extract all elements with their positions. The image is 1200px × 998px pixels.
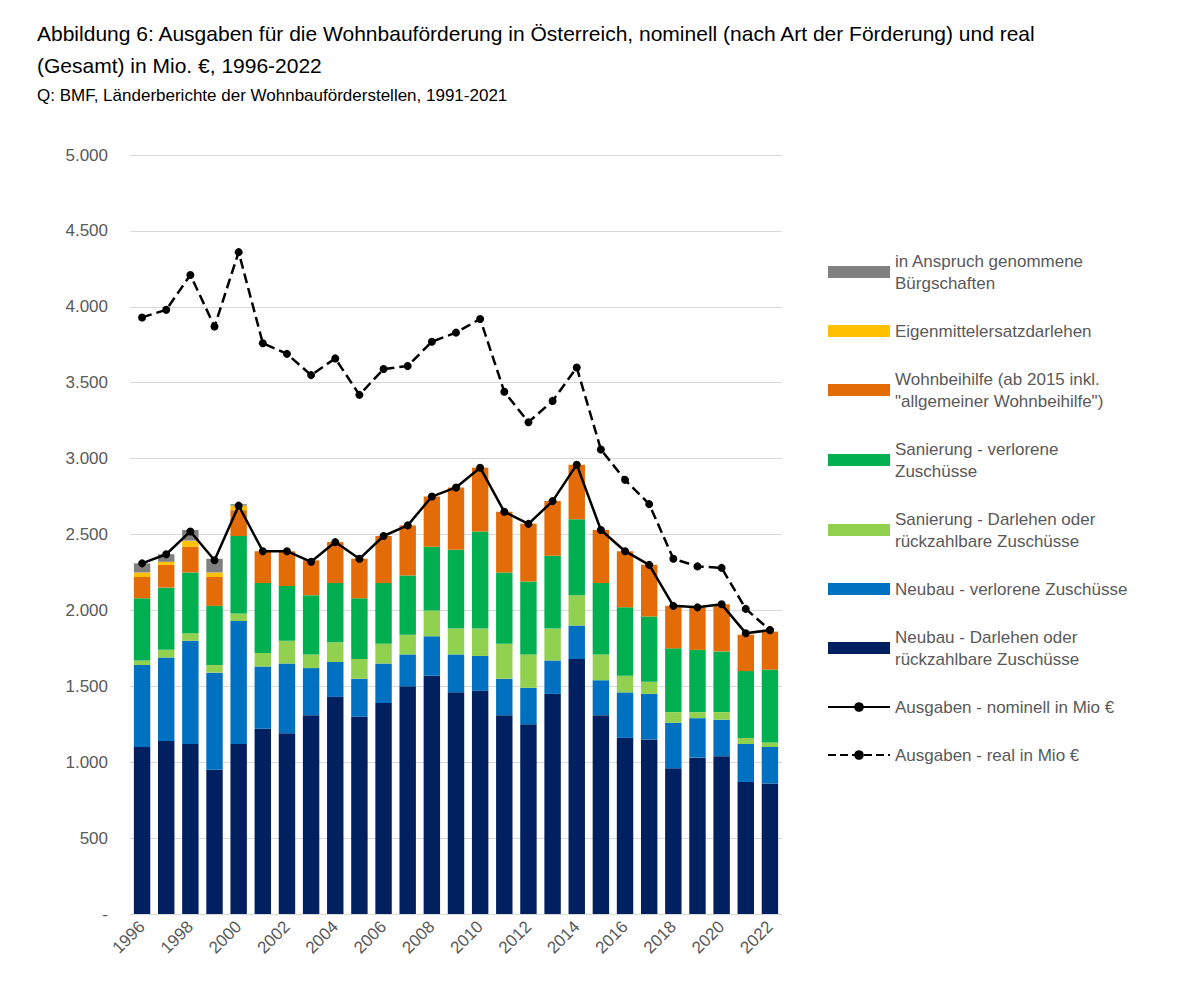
svg-text:2016: 2016 (592, 917, 632, 957)
svg-text:Sanierung - Darlehen oder: Sanierung - Darlehen oder (895, 510, 1100, 529)
svg-text:2006: 2006 (350, 917, 390, 957)
svg-text:Zuschüsse: Zuschüsse (895, 462, 977, 481)
svg-text:1996: 1996 (109, 917, 149, 957)
svg-text:Ausgaben - nominell in Mio €: Ausgaben - nominell in Mio € (895, 698, 1115, 717)
svg-text:Sanierung - verlorene: Sanierung - verlorene (895, 440, 1063, 459)
svg-text:2022: 2022 (736, 917, 776, 957)
svg-text:2.500: 2.500 (65, 525, 108, 544)
svg-text:Neubau - Darlehen oder: Neubau - Darlehen oder (895, 628, 1082, 647)
svg-text:4.500: 4.500 (65, 221, 108, 240)
svg-text:1.500: 1.500 (65, 677, 108, 696)
svg-text:3.000: 3.000 (65, 449, 108, 468)
svg-text:Q: BMF, Länderberichte der Woh: Q: BMF, Länderberichte der Wohnbauförder… (37, 86, 507, 105)
svg-text:1998: 1998 (157, 917, 197, 957)
svg-text:rückzahlbare Zuschüsse: rückzahlbare Zuschüsse (895, 532, 1079, 551)
svg-text:2.000: 2.000 (65, 601, 108, 620)
svg-text:Bürgschaften: Bürgschaften (895, 274, 995, 293)
svg-text:"allgemeiner Wohnbeihilfe"): "allgemeiner Wohnbeihilfe") (895, 392, 1103, 411)
svg-text:2010: 2010 (447, 917, 487, 957)
svg-text:3.500: 3.500 (65, 373, 108, 392)
svg-text:in Anspruch genommene: in Anspruch genommene (895, 252, 1088, 271)
svg-text:5.000: 5.000 (65, 146, 108, 165)
svg-text:2002: 2002 (254, 917, 294, 957)
svg-text:2000: 2000 (205, 917, 245, 957)
svg-text:Neubau - verlorene Zuschüsse: Neubau - verlorene Zuschüsse (895, 580, 1127, 599)
svg-text:2020: 2020 (688, 917, 728, 957)
svg-text:4.000: 4.000 (65, 297, 108, 316)
svg-text:2018: 2018 (640, 917, 680, 957)
svg-text:2014: 2014 (543, 917, 583, 957)
svg-text:Abbildung 6: Ausgaben für die: Abbildung 6: Ausgaben für die Wohnbauför… (37, 22, 1041, 45)
svg-text:500: 500 (80, 829, 108, 848)
svg-text:Wohnbeihilfe (ab 2015 inkl.: Wohnbeihilfe (ab 2015 inkl. (895, 370, 1105, 389)
svg-text:1.000: 1.000 (65, 753, 108, 772)
svg-text:2004: 2004 (302, 917, 342, 957)
svg-text:Eigenmittelersatzdarlehen: Eigenmittelersatzdarlehen (895, 322, 1092, 341)
svg-text:2012: 2012 (495, 917, 535, 957)
svg-text:rückzahlbare Zuschüsse: rückzahlbare Zuschüsse (895, 650, 1079, 669)
svg-text:(Gesamt) in Mio. €, 1996-2022: (Gesamt) in Mio. €, 1996-2022 (37, 54, 322, 77)
svg-text:2008: 2008 (398, 917, 438, 957)
svg-text:-: - (102, 905, 108, 924)
svg-text:Ausgaben - real in Mio €: Ausgaben - real in Mio € (895, 746, 1080, 765)
